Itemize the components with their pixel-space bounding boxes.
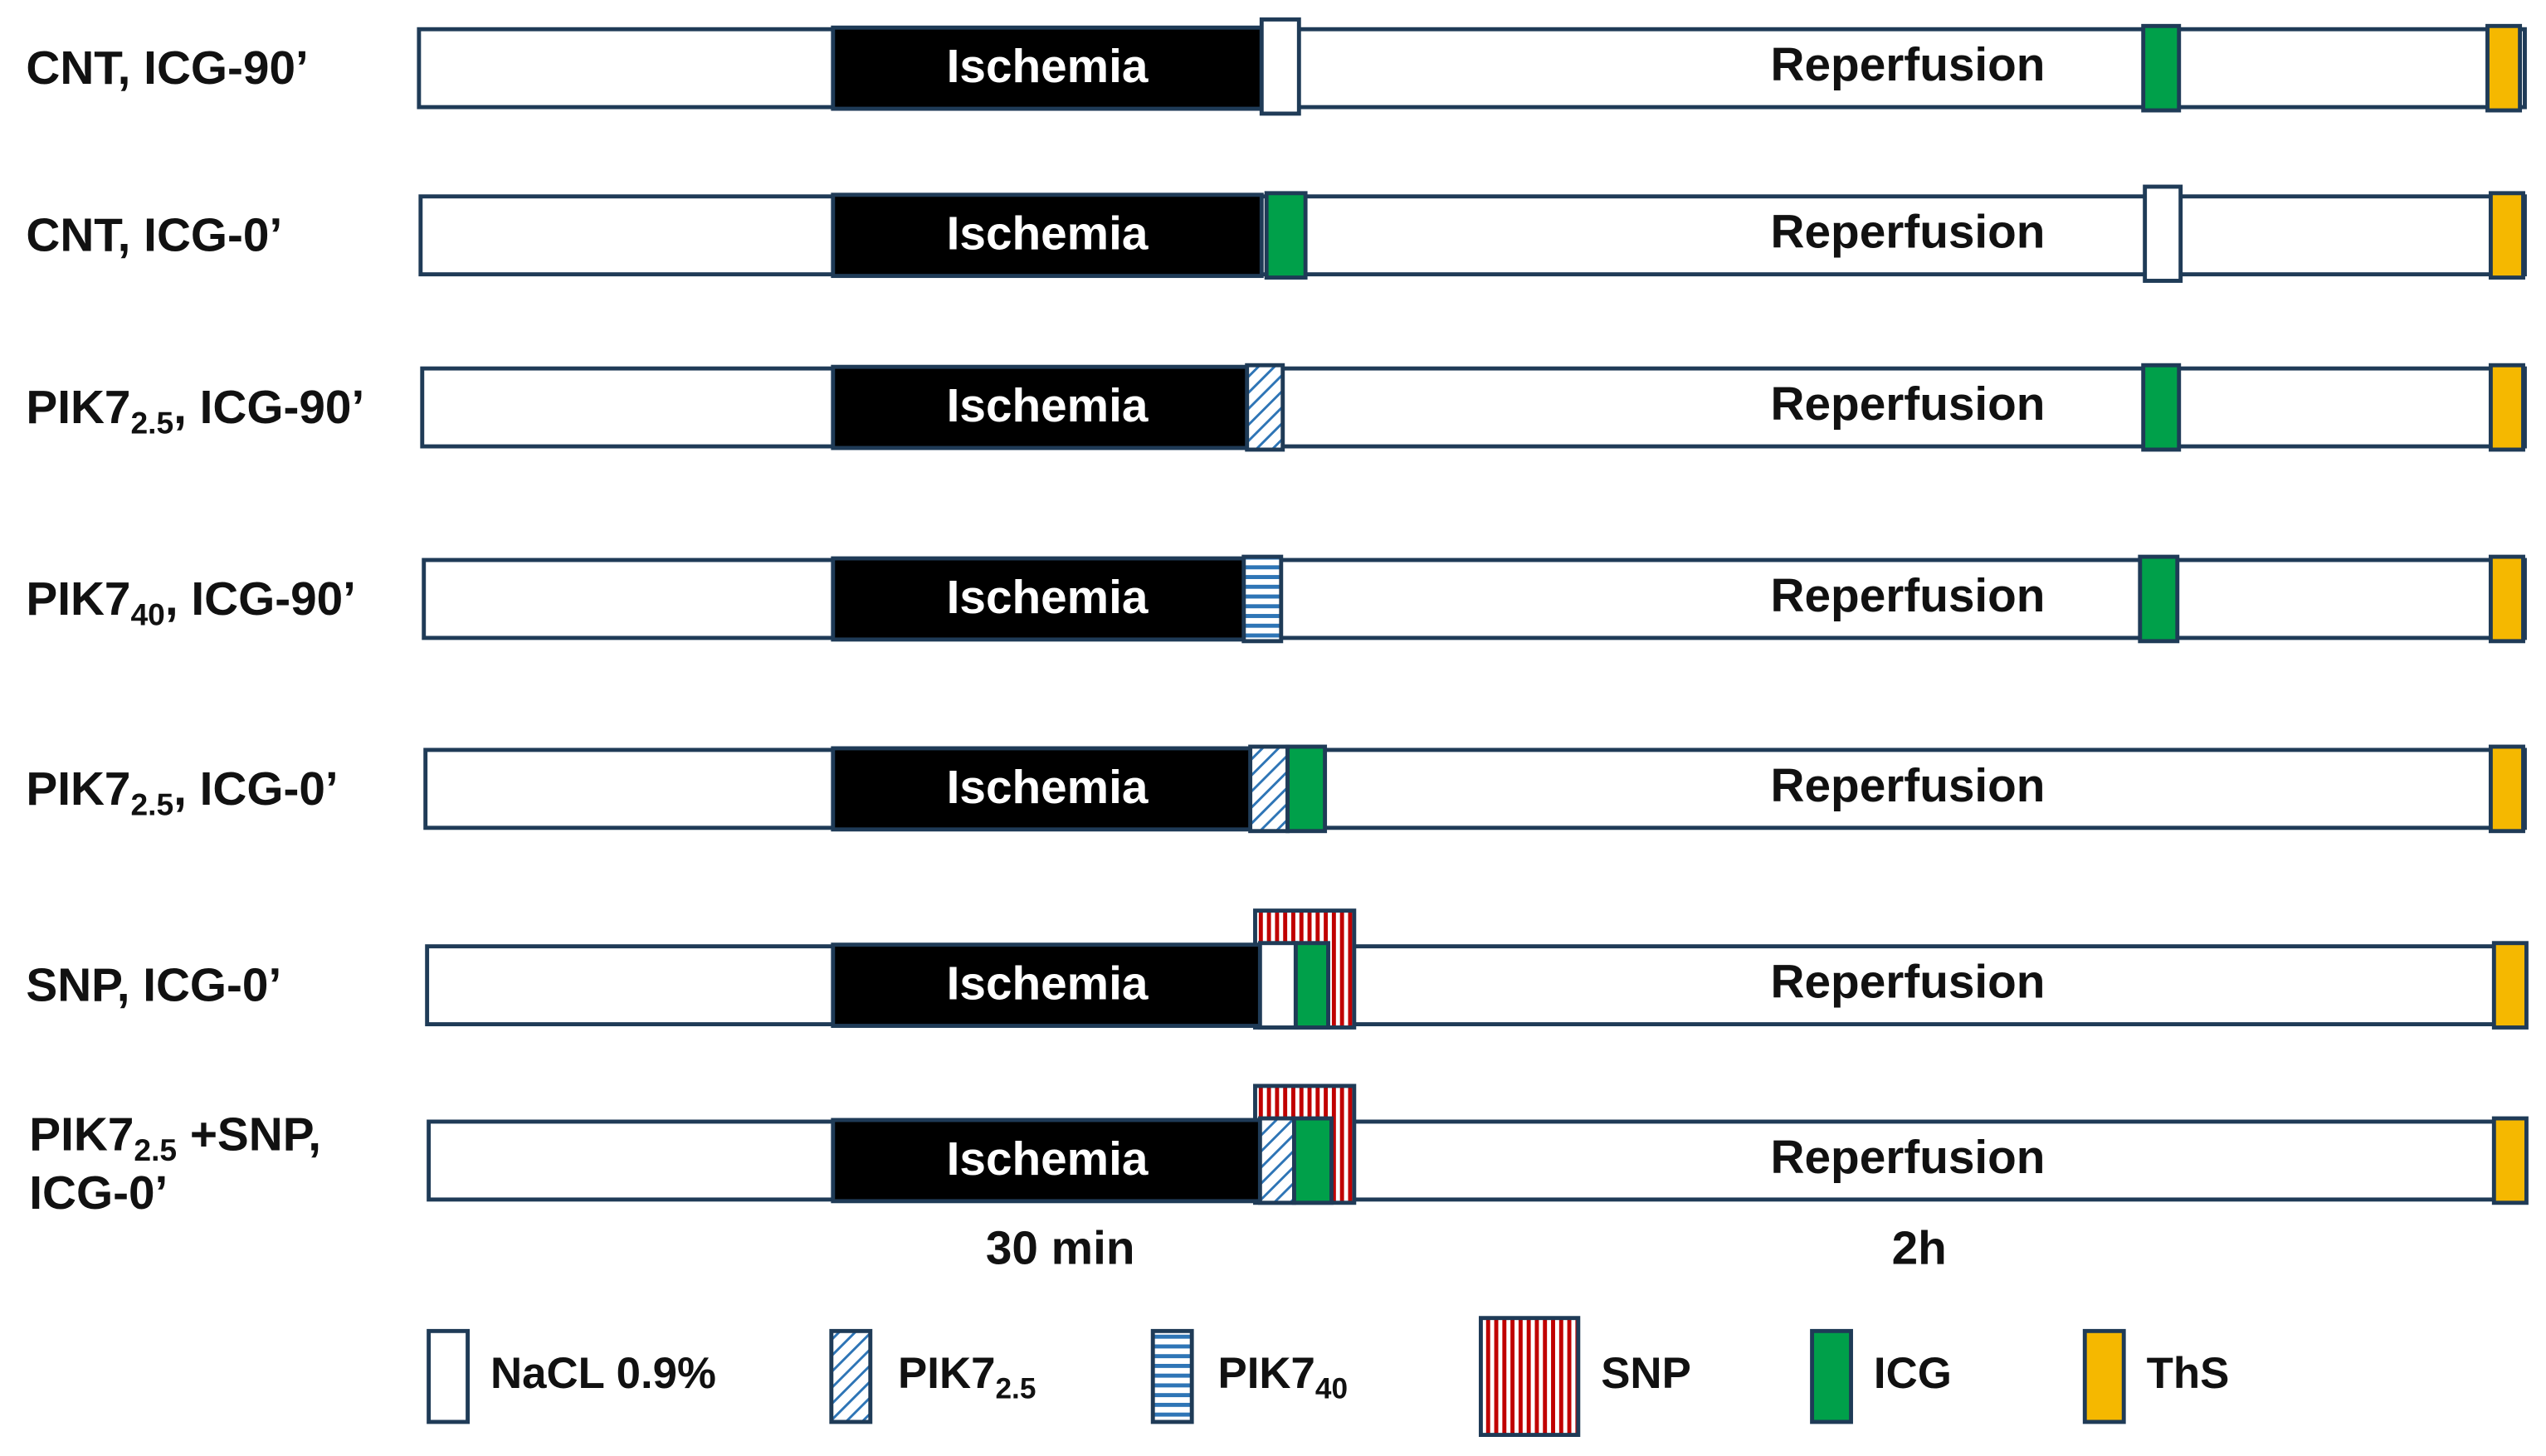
label-part: PIK7	[26, 382, 130, 434]
reperfusion-label: Reperfusion	[1771, 1132, 2046, 1184]
row-label-line2: ICG-0’	[29, 1167, 168, 1220]
duration-label: 2h	[1892, 1222, 1947, 1274]
label-part: ThS	[2147, 1349, 2230, 1398]
label-part: ICG	[1874, 1349, 1952, 1398]
legend-swatch	[1150, 1328, 1194, 1424]
row-label: PIK72.5 +SNP,	[29, 1109, 321, 1167]
legend-label: ThS	[2147, 1349, 2230, 1398]
legend-label: ICG	[1874, 1349, 1952, 1398]
label-part: PIK7	[1217, 1349, 1314, 1398]
timeline-bar	[423, 747, 2527, 830]
legend-swatch	[1478, 1316, 1581, 1438]
label-part: PIK7	[26, 573, 130, 626]
ischemia-label: Ischemia	[947, 208, 1149, 261]
reperfusion-label: Reperfusion	[1771, 760, 2046, 812]
ischemia-label: Ischemia	[947, 958, 1149, 1010]
orange-marker	[2485, 23, 2523, 113]
reperfusion-label: Reperfusion	[1771, 378, 2046, 431]
diag-marker	[1257, 1116, 1296, 1205]
ischemia-block	[831, 1118, 1264, 1204]
subscript: 2.5	[134, 1132, 177, 1167]
green-marker	[2138, 554, 2180, 644]
label-part: , ICG-90’	[173, 382, 364, 434]
white-marker	[1257, 941, 1298, 1030]
ischemia-block	[831, 364, 1264, 450]
ischemia-block	[831, 746, 1264, 832]
legend-swatch	[1810, 1328, 1853, 1424]
timeline-bar	[427, 1119, 2527, 1202]
label-part: CNT, ICG-90’	[26, 42, 308, 95]
orange-marker	[2488, 363, 2525, 452]
green-marker	[2141, 363, 2182, 452]
subscript: 40	[131, 597, 165, 631]
green-marker	[1291, 1116, 1334, 1205]
timeline-bar	[418, 194, 2527, 277]
orange-marker	[2491, 941, 2529, 1030]
row-label: PIK72.5, ICG-90’	[26, 382, 364, 440]
subscript: 2.5	[995, 1373, 1036, 1405]
timeline-bar	[417, 27, 2527, 110]
row-label: CNT, ICG-0’	[26, 210, 282, 262]
reperfusion-label: Reperfusion	[1771, 207, 2046, 259]
legend-label: SNP	[1601, 1349, 1691, 1398]
green-marker	[1264, 191, 1308, 280]
subscript: 40	[1315, 1373, 1348, 1405]
legend-swatch	[829, 1328, 873, 1424]
green-marker	[1293, 941, 1330, 1030]
ischemia-block	[831, 25, 1264, 111]
timeline-bar	[425, 944, 2527, 1027]
duration-label: 30 min	[986, 1222, 1135, 1274]
subscript: 2.5	[131, 405, 174, 440]
ischemia-label: Ischemia	[947, 572, 1149, 624]
legend-swatch	[2082, 1328, 2126, 1424]
label-part: SNP, ICG-0’	[26, 960, 281, 1012]
legend-swatch	[427, 1328, 471, 1424]
green-marker	[1285, 744, 1328, 834]
row-label: PIK740, ICG-90’	[26, 573, 356, 631]
reperfusion-label: Reperfusion	[1771, 39, 2046, 91]
white-marker	[2143, 184, 2183, 283]
diag-marker	[1248, 744, 1290, 834]
label-part: NaCL 0.9%	[490, 1349, 716, 1398]
label-part: PIK7	[29, 1109, 134, 1161]
orange-marker	[2488, 744, 2525, 834]
timeline-bar	[422, 558, 2527, 640]
label-part: PIK7	[26, 763, 130, 816]
label-part: PIK7	[898, 1349, 995, 1398]
reperfusion-label: Reperfusion	[1771, 957, 2046, 1009]
ischemia-label: Ischemia	[947, 41, 1149, 93]
ischemia-block	[831, 192, 1264, 279]
horiz-marker	[1241, 554, 1284, 644]
subscript: 2.5	[131, 786, 174, 821]
row-label: PIK72.5, ICG-0’	[26, 763, 338, 821]
orange-marker	[2488, 191, 2525, 280]
white-marker	[1259, 17, 1301, 116]
row-label: SNP, ICG-0’	[26, 960, 281, 1012]
reperfusion-label: Reperfusion	[1771, 570, 2046, 622]
label-part: CNT, ICG-0’	[26, 210, 282, 262]
orange-marker	[2491, 1116, 2529, 1205]
diag-marker	[1245, 363, 1285, 452]
legend-label: PIK72.5	[898, 1349, 1036, 1405]
label-part: , ICG-90’	[165, 573, 356, 626]
row-label: CNT, ICG-90’	[26, 42, 308, 95]
label-part: SNP	[1601, 1349, 1691, 1398]
ischemia-label: Ischemia	[947, 1133, 1149, 1186]
timeline-bar	[420, 366, 2527, 449]
orange-marker	[2488, 554, 2525, 644]
label-part: +SNP,	[177, 1109, 321, 1161]
ischemia-label: Ischemia	[947, 762, 1149, 814]
green-marker	[2141, 23, 2182, 113]
legend-label: PIK740	[1217, 1349, 1348, 1405]
ischemia-block	[831, 942, 1264, 1028]
legend-label: NaCL 0.9%	[490, 1349, 716, 1398]
ischemia-label: Ischemia	[947, 380, 1149, 432]
label-part: , ICG-0’	[173, 763, 339, 816]
